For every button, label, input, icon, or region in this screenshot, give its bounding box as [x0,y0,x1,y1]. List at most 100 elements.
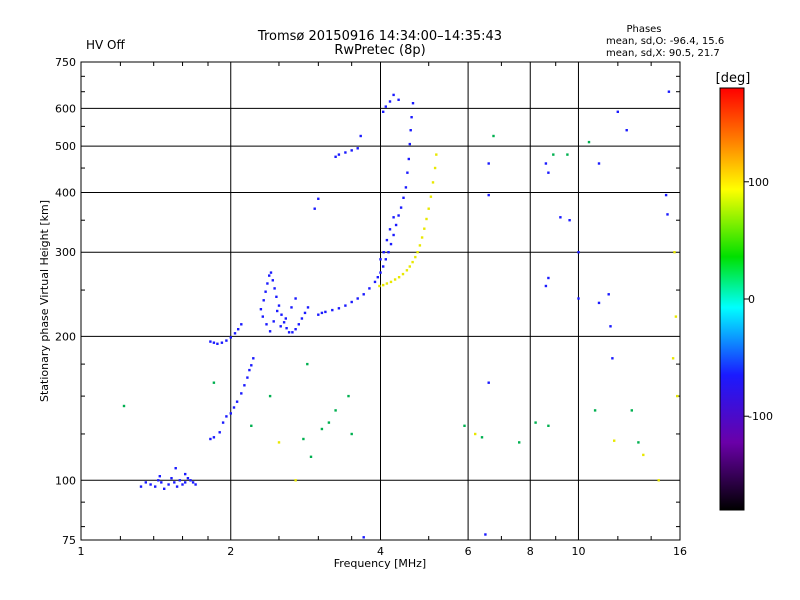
data-point [344,304,347,307]
colorbar-tick-label: 100 [748,176,769,189]
y-axis-ticks: 75 100 200 300 400 500 600 750 [55,56,680,547]
data-point [657,479,660,482]
data-point [484,533,487,536]
data-point [220,341,224,344]
data-point [306,362,309,366]
y-tick-label: 200 [55,330,76,343]
data-point [209,437,212,441]
data-point [373,280,377,284]
data-point [534,421,537,424]
colorbar-label: [deg] [716,71,751,86]
data-point [313,207,316,210]
data-point [229,336,232,339]
data-point [597,162,601,165]
data-point [337,307,341,310]
data-point [418,244,422,247]
x-tick-label: 10 [571,545,585,558]
data-point [139,485,143,488]
data-point [285,327,288,330]
data-point [252,357,255,360]
data-point [237,328,240,331]
data-point [154,485,157,488]
x-axis-ticks: 1 2 4 6 8 10 16 [78,62,687,558]
x-tick-label: 16 [673,545,687,558]
x-tick-label: 4 [377,545,384,558]
data-point [388,228,392,231]
data-point [399,206,403,209]
data-point [268,394,272,398]
data-point [189,479,192,482]
data-point [674,315,678,318]
data-point [232,406,236,409]
data-point [265,323,268,326]
data-point [122,404,126,408]
data-point [309,455,313,458]
data-point [407,157,410,161]
x-tick-label: 2 [227,545,234,558]
data-point [229,412,232,415]
data-point [487,193,490,197]
data-point [184,481,187,484]
data-point [191,481,195,484]
data-point [408,142,411,146]
data-point [397,98,400,101]
data-point [243,384,246,387]
data-point [174,467,177,470]
data-point [282,321,286,324]
data-point [294,328,297,331]
data-point [331,308,334,312]
data-point [280,313,283,316]
data-point [487,162,490,165]
data-point [388,100,392,103]
data-point [334,155,337,158]
y-tick-label: 300 [55,246,76,259]
data-point [389,280,393,284]
data-point [284,317,287,320]
data-point [593,409,597,412]
data-point [233,332,237,335]
data-point [673,251,676,254]
data-point [611,357,614,360]
data-point [290,306,293,309]
data-point [547,171,550,174]
data-point [406,171,409,174]
data-point [268,330,272,333]
data-point [544,162,548,165]
data-point [401,272,405,276]
data-point [272,320,275,323]
data-point [411,260,414,264]
data-point [306,306,310,309]
data-point [186,477,190,480]
data-point [667,90,671,93]
data-point [393,278,397,281]
data-point [194,483,197,486]
data-point [387,251,390,254]
data-point [630,409,633,412]
y-tick-label: 400 [55,186,76,199]
data-point [577,297,580,300]
data-point [676,394,679,398]
data-point [616,110,619,113]
data-point [225,339,228,342]
y-tick-label: 600 [55,102,76,115]
y-tick-label: 750 [55,56,76,69]
data-point [474,432,477,436]
y-tick-label: 500 [55,140,76,153]
data-point [181,483,184,486]
data-point [275,295,278,298]
data-point [356,147,359,150]
data-point [397,214,400,217]
data-point [480,436,484,439]
y-tick-label: 75 [62,534,76,547]
data-point [287,331,291,334]
data-point [350,432,353,436]
data-point [240,323,243,326]
data-point [425,217,428,221]
data-point [547,276,550,280]
colorbar-tick-label: -100 [748,410,773,423]
data-point [392,216,395,219]
data-point [344,151,347,154]
data-point [463,424,466,427]
data-point [397,276,401,279]
